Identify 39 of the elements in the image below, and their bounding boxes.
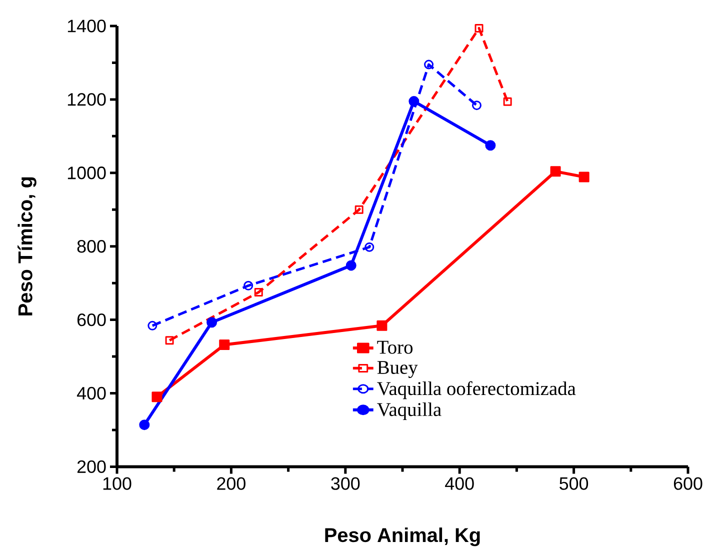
point: [408, 96, 420, 107]
x-tick-label: 600: [674, 477, 702, 490]
point: [139, 420, 150, 430]
legend-label: Vaquilla: [377, 402, 442, 420]
y-axis-title: Peso Tímico, g: [18, 177, 36, 316]
point: [165, 336, 174, 345]
x-tick-label: 300: [331, 477, 360, 490]
y-tick-label: 1000: [68, 166, 106, 180]
point: [472, 100, 482, 110]
point: [254, 288, 263, 297]
point: [550, 166, 561, 177]
y-tick-label: 200: [77, 460, 106, 474]
x-tick-label: 400: [445, 477, 474, 490]
point: [219, 340, 230, 350]
point: [376, 320, 388, 331]
x-tick-label: 500: [560, 477, 588, 490]
y-tick-label: 800: [77, 240, 106, 253]
legend-label: Buey: [377, 361, 418, 378]
x-axis-title: Peso Animal, Kg: [325, 528, 480, 546]
point: [474, 24, 484, 32]
x-tick-label: 200: [217, 477, 246, 490]
y-tick-label: 1400: [68, 20, 106, 32]
y-tick-label: 600: [77, 313, 106, 326]
point: [424, 60, 434, 70]
point: [244, 280, 254, 290]
y-tick-label: 1200: [68, 93, 106, 106]
y-tick-label: 400: [76, 386, 106, 400]
point: [346, 260, 356, 271]
point: [354, 205, 364, 214]
point: [364, 242, 374, 252]
point: [152, 392, 162, 402]
legend-label: Vaquilla ooferectomizada: [377, 381, 576, 400]
point: [485, 140, 496, 151]
x-tick-label: 100: [103, 477, 132, 490]
point: [503, 97, 512, 106]
point: [578, 172, 590, 182]
legend-label: Toro: [377, 340, 413, 354]
point: [148, 320, 158, 330]
point: [206, 317, 218, 328]
